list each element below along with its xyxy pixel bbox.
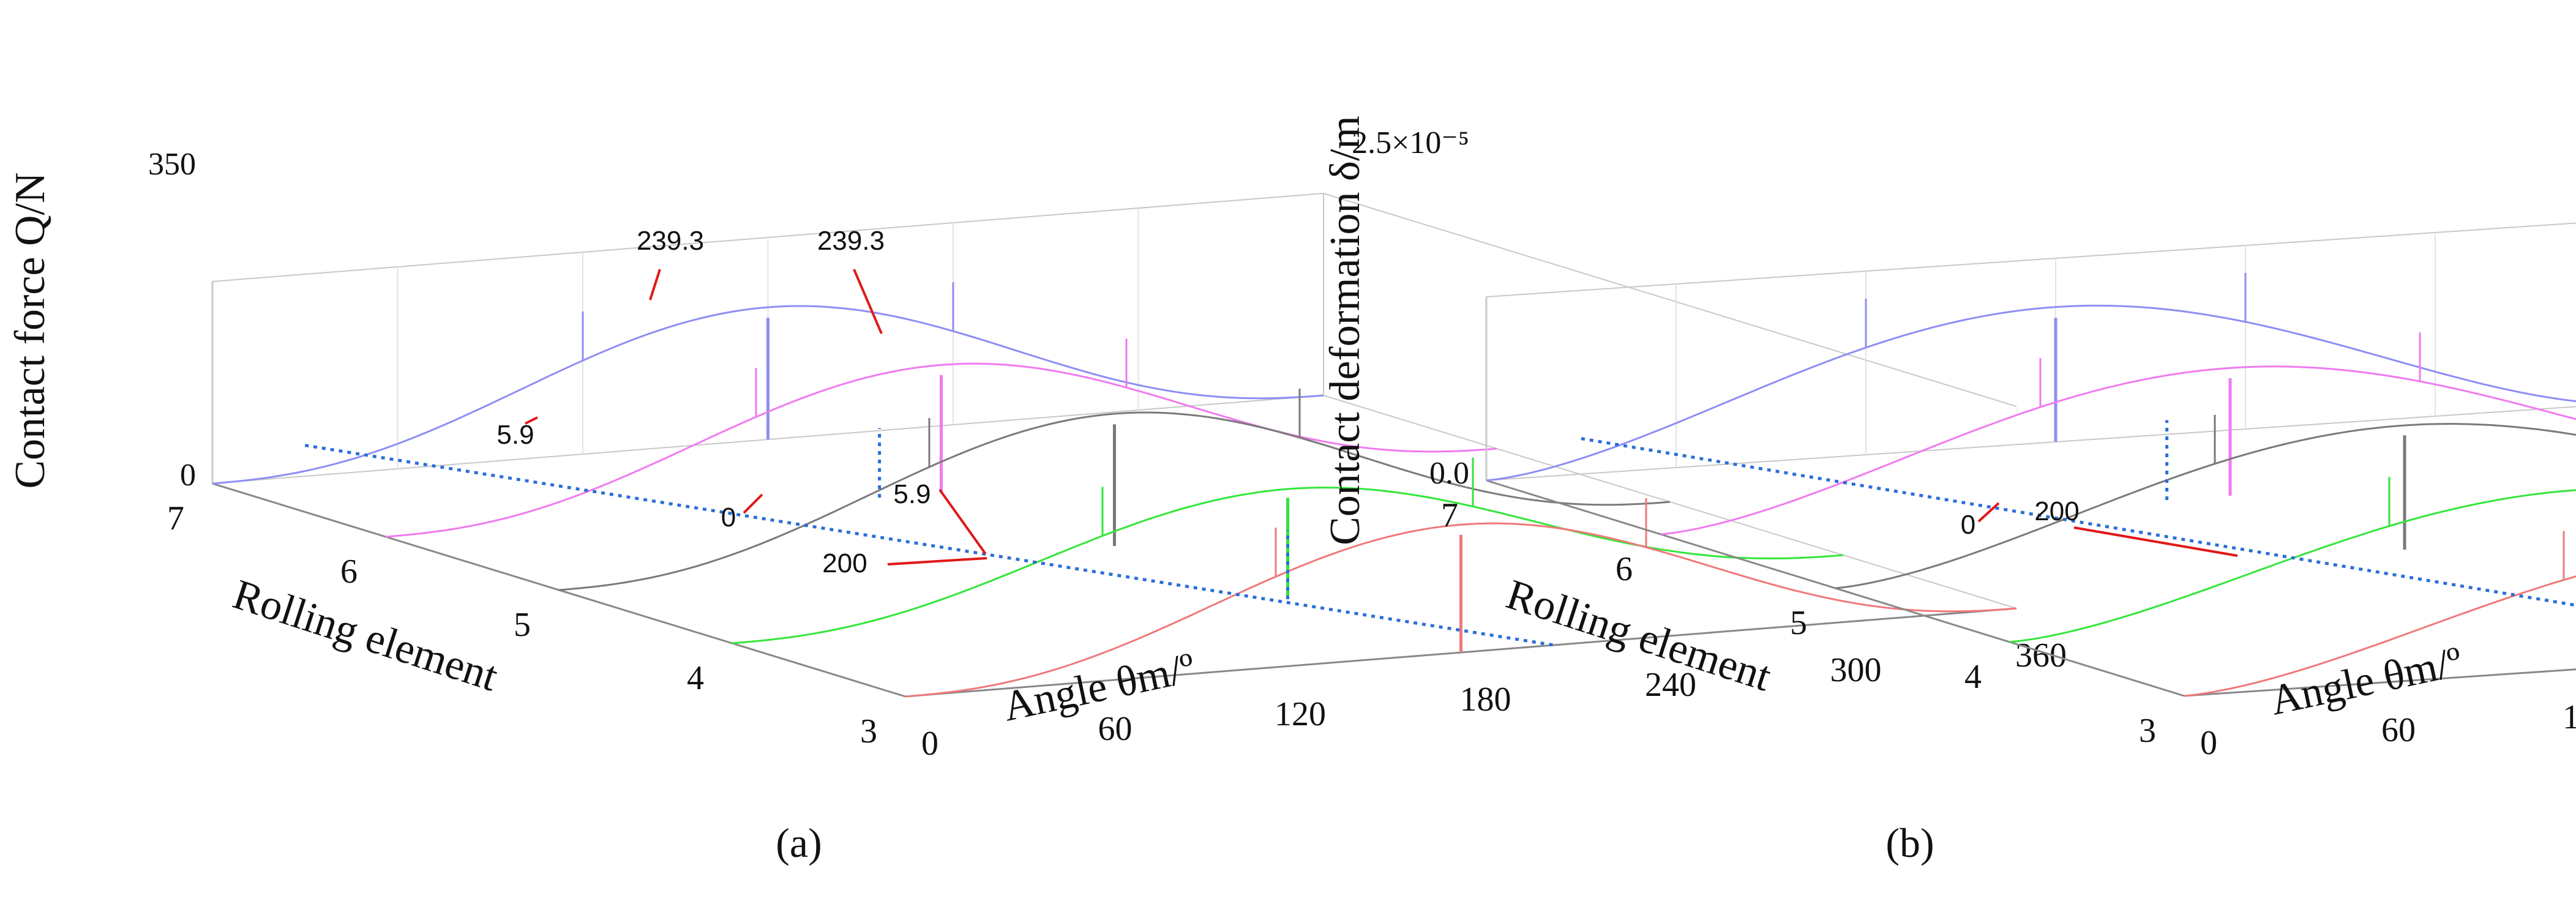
z-tick-label: 6 xyxy=(340,553,358,591)
y-tick-label: 0.0 xyxy=(1429,456,1469,491)
series-line-4 xyxy=(732,487,1844,644)
series-line-6 xyxy=(385,362,1497,538)
series-line-4 xyxy=(2009,489,2576,643)
series-line-3 xyxy=(905,522,2017,698)
x-tick-label: 0 xyxy=(2200,724,2217,762)
z-tick-label: 4 xyxy=(1964,658,1982,696)
annotation-leader xyxy=(1977,502,2000,523)
right-wall-top xyxy=(1323,193,2017,407)
y-tick-label: 0 xyxy=(180,458,196,493)
annotation-leader xyxy=(525,416,538,425)
series-line-6 xyxy=(1660,365,2576,536)
annotation-leader xyxy=(743,493,763,514)
annotation-leader xyxy=(2073,526,2238,557)
annotation-label: 5.9 xyxy=(496,420,534,450)
annotation-label: 0 xyxy=(1961,510,1975,540)
x-tick-label: 60 xyxy=(1098,710,1133,748)
x-axis-line xyxy=(2184,668,2576,697)
annotation-label: 239.3 xyxy=(637,226,704,256)
y-axis-title: Contact deformation δ/m xyxy=(1322,116,1369,545)
z-tick-label: 5 xyxy=(514,606,531,644)
y-axis-title: Contact force Q/N xyxy=(7,172,54,488)
series-line-7 xyxy=(212,305,1324,485)
x-tick-label: 120 xyxy=(1275,695,1326,733)
z-tick-label: 3 xyxy=(860,712,877,750)
annotation-leader xyxy=(649,269,661,301)
x-tick-label: 180 xyxy=(1460,681,1511,719)
guide-dotted-line xyxy=(1581,437,2576,607)
x-tick-label: 60 xyxy=(2381,711,2416,749)
annotation-label: 0 xyxy=(721,502,736,532)
z-axis-title: Rolling element xyxy=(227,571,503,701)
annotation-leader xyxy=(938,488,987,555)
panel-label: (b) xyxy=(1885,820,1934,866)
x-tick-label: 240 xyxy=(1645,666,1696,704)
series-line-7 xyxy=(1486,304,2576,482)
z-axis-title: Rolling element xyxy=(1500,571,1777,701)
x-tick-label: 120 xyxy=(2563,698,2576,736)
panel-label: (a) xyxy=(776,820,822,866)
annotation-label: 239.3 xyxy=(817,226,885,256)
z-tick-label: 5 xyxy=(1790,604,1807,642)
series-line-3 xyxy=(2184,575,2576,697)
z-tick-label: 7 xyxy=(167,499,184,537)
chart-panel-b: 0 60 120 180 240 300 360 7 6 5 4 3 0.0 2.5×10⁻⁵Contac… xyxy=(1322,116,2576,866)
y-tick-label: 2.5×10⁻⁵ xyxy=(1352,125,1469,160)
z-tick-label: 3 xyxy=(2139,712,2156,750)
annotation-label: 200 xyxy=(822,548,867,578)
x-tick-label: 300 xyxy=(1830,651,1882,689)
z-tick-label: 7 xyxy=(1441,496,1458,534)
annotation-label: 200 xyxy=(2034,496,2079,526)
series-line-5 xyxy=(558,411,1671,591)
back-wall-top xyxy=(1486,222,2576,297)
x-tick-label: 360 xyxy=(2015,637,2067,674)
x-axis-title: Angle θm/º xyxy=(2266,638,2466,724)
z-tick-label: 4 xyxy=(687,659,704,697)
series-line-5 xyxy=(1835,422,2576,589)
annotation-leader xyxy=(853,269,883,334)
z-tick-label: 6 xyxy=(1616,550,1633,588)
x-tick-label: 0 xyxy=(921,725,938,763)
y-tick-label: 350 xyxy=(148,147,196,182)
annotation-leader xyxy=(887,557,987,566)
annotation-label: 5.9 xyxy=(893,479,930,509)
